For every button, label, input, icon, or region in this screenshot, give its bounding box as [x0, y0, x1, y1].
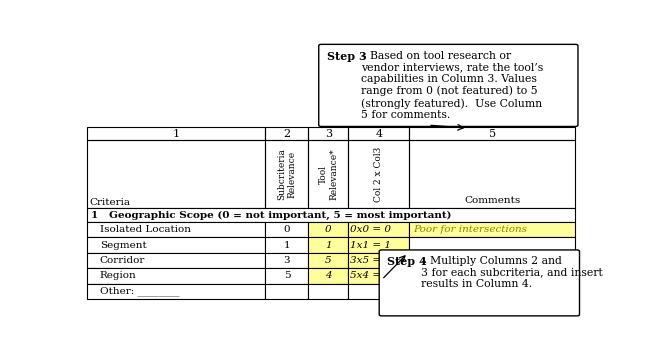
Text: 5: 5	[325, 256, 332, 265]
Bar	[349, 268, 410, 284]
Text: 3: 3	[325, 129, 332, 139]
Bar	[266, 127, 308, 140]
Bar	[87, 222, 266, 237]
Text: 0: 0	[284, 225, 290, 234]
Bar	[410, 253, 575, 268]
Text: – Multiply Columns 2 and
3 for each subcriteria, and insert
results in Column 4.: – Multiply Columns 2 and 3 for each subc…	[421, 256, 603, 289]
Bar	[87, 268, 266, 284]
Bar	[410, 237, 575, 253]
Text: Criteria: Criteria	[89, 198, 131, 207]
Bar	[308, 268, 349, 284]
Text: 5x4 = 20: 5x4 = 20	[351, 272, 398, 281]
Text: Comments: Comments	[465, 197, 520, 205]
Text: 4: 4	[375, 129, 382, 139]
Text: Corridor: Corridor	[100, 256, 145, 265]
Text: 4: 4	[325, 272, 332, 281]
Bar	[308, 140, 349, 208]
Text: Tool
Relevance*: Tool Relevance*	[319, 148, 338, 200]
Bar	[410, 140, 575, 208]
Bar	[308, 237, 349, 253]
Bar	[349, 222, 410, 237]
Text: 1   Geographic Scope (0 = not important, 5 = most important): 1 Geographic Scope (0 = not important, 5…	[91, 211, 452, 220]
Text: 5: 5	[489, 129, 496, 139]
FancyBboxPatch shape	[319, 45, 578, 126]
Bar	[87, 253, 266, 268]
Text: 5: 5	[284, 272, 290, 281]
FancyBboxPatch shape	[379, 250, 579, 316]
Bar	[308, 284, 349, 299]
Bar	[266, 222, 308, 237]
Text: 2: 2	[283, 129, 290, 139]
Bar	[266, 237, 308, 253]
Bar	[266, 140, 308, 208]
Text: Col 2 x Col3: Col 2 x Col3	[375, 147, 384, 202]
Bar	[410, 284, 575, 299]
Text: Region: Region	[100, 272, 137, 281]
Text: Poor for intersections: Poor for intersections	[413, 225, 527, 234]
Text: Isolated Location: Isolated Location	[100, 225, 191, 234]
Bar	[349, 140, 410, 208]
Text: 0x0 = 0: 0x0 = 0	[351, 225, 391, 234]
Bar	[87, 208, 575, 222]
Bar	[308, 222, 349, 237]
Bar	[87, 127, 266, 140]
Bar	[308, 127, 349, 140]
Bar	[87, 140, 266, 208]
Bar	[308, 253, 349, 268]
Bar	[266, 268, 308, 284]
Text: 1: 1	[173, 129, 180, 139]
Text: 3x5 = 15: 3x5 = 15	[351, 256, 398, 265]
Text: Other: ________: Other: ________	[100, 287, 179, 296]
Text: 1: 1	[325, 241, 332, 250]
Text: – Based on tool research or
vendor interviews, rate the tool’s
capabilities in C: – Based on tool research or vendor inter…	[362, 51, 544, 120]
Bar	[410, 127, 575, 140]
Bar	[410, 222, 575, 237]
Bar	[349, 127, 410, 140]
Text: Step 3: Step 3	[327, 51, 367, 62]
Text: 3: 3	[284, 256, 290, 265]
Text: 0: 0	[325, 225, 332, 234]
Text: 1x1 = 1: 1x1 = 1	[351, 241, 391, 250]
Text: Step 4: Step 4	[387, 256, 426, 266]
Bar	[266, 253, 308, 268]
Bar	[266, 284, 308, 299]
Bar	[349, 284, 410, 299]
Bar	[349, 237, 410, 253]
Text: Subcriteria
Relevance: Subcriteria Relevance	[277, 148, 297, 200]
Bar	[410, 268, 575, 284]
Text: 1: 1	[284, 241, 290, 250]
Bar	[349, 253, 410, 268]
Bar	[87, 237, 266, 253]
Bar	[87, 284, 266, 299]
Text: Segment: Segment	[100, 241, 146, 250]
